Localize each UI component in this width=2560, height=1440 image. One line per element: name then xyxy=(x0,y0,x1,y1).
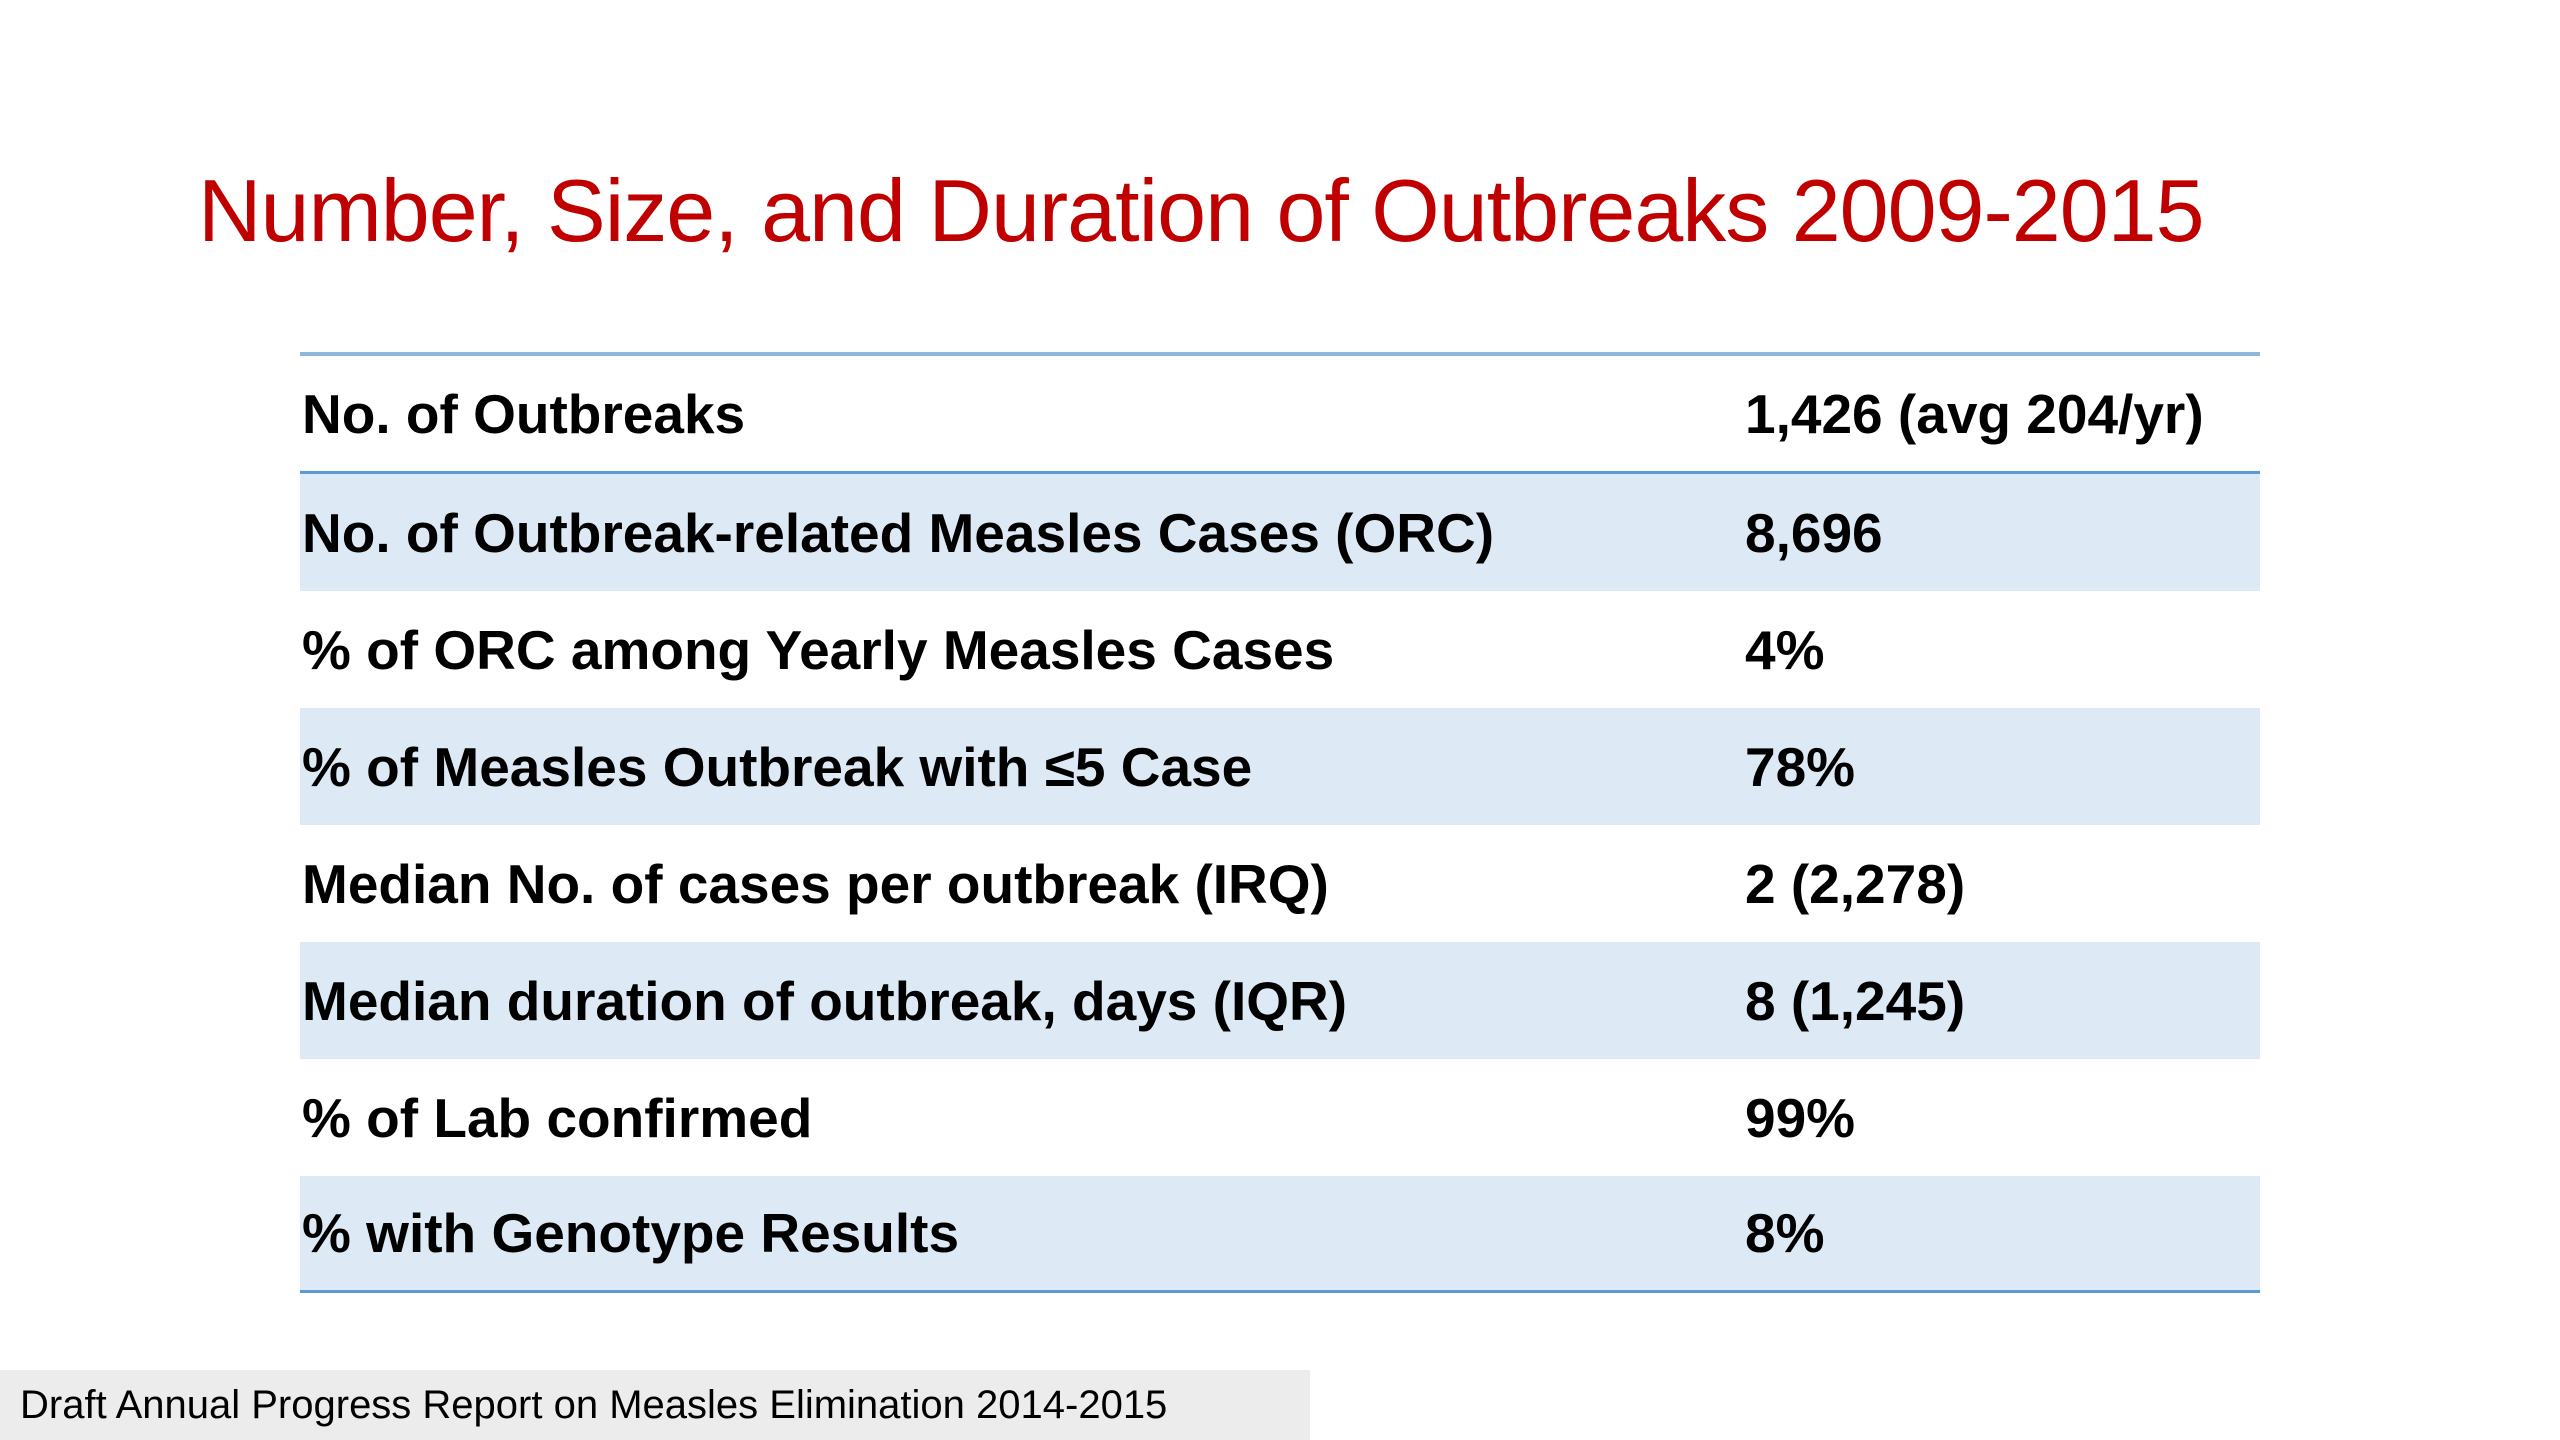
row-value: 1,426 (avg 204/yr) xyxy=(1745,382,2204,445)
table-row: Median No. of cases per outbreak (IRQ) 2… xyxy=(300,825,2260,942)
slide-title: Number, Size, and Duration of Outbreaks … xyxy=(198,161,2205,260)
row-value: 8% xyxy=(1745,1202,1825,1264)
row-value: 8 (1,245) xyxy=(1745,969,1966,1032)
row-value: 78% xyxy=(1745,735,1856,798)
table-row: % with Genotype Results 8% xyxy=(300,1176,2260,1293)
row-label: Median No. of cases per outbreak (IRQ) xyxy=(302,852,1329,915)
row-label: % of Lab confirmed xyxy=(302,1086,813,1149)
outbreak-stats-table: No. of Outbreaks 1,426 (avg 204/yr) No. … xyxy=(300,352,2260,1293)
row-value: 99% xyxy=(1745,1086,1856,1149)
row-label: % of ORC among Yearly Measles Cases xyxy=(302,618,1335,681)
footer-text: Draft Annual Progress Report on Measles … xyxy=(20,1382,1168,1427)
row-value: 8,696 xyxy=(1745,501,1883,564)
row-label: No. of Outbreak-related Measles Cases (O… xyxy=(302,501,1495,564)
row-value: 4% xyxy=(1745,618,1825,681)
row-value: 2 (2,278) xyxy=(1745,852,1966,915)
table-row: % of Measles Outbreak with ≤5 Case 78% xyxy=(300,708,2260,825)
row-label: % with Genotype Results xyxy=(302,1202,960,1264)
table-row: Median duration of outbreak, days (IQR) … xyxy=(300,942,2260,1059)
table-row: No. of Outbreak-related Measles Cases (O… xyxy=(300,474,2260,591)
table-row: No. of Outbreaks 1,426 (avg 204/yr) xyxy=(300,356,2260,474)
row-label: % of Measles Outbreak with ≤5 Case xyxy=(302,735,1253,798)
table-row: % of Lab confirmed 99% xyxy=(300,1059,2260,1176)
footer-banner: Draft Annual Progress Report on Measles … xyxy=(0,1370,1310,1440)
row-label: No. of Outbreaks xyxy=(302,382,746,445)
table-row: % of ORC among Yearly Measles Cases 4% xyxy=(300,591,2260,708)
row-label: Median duration of outbreak, days (IQR) xyxy=(302,969,1348,1032)
